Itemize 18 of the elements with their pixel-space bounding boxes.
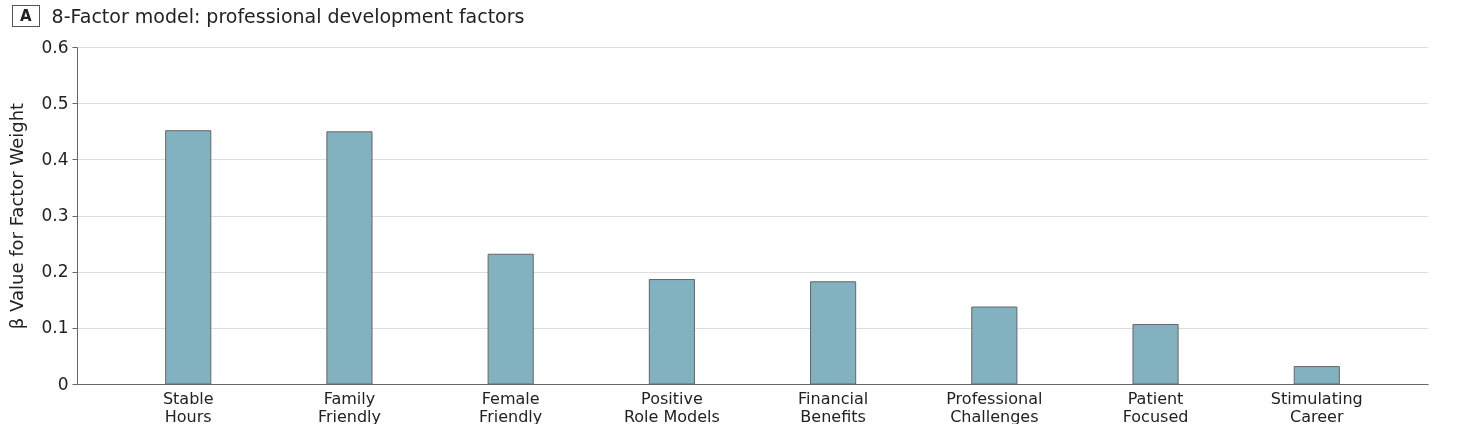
y-axis-title: β Value for Factor Weight (6, 102, 28, 330)
x-tick-label: Family Friendly (317, 388, 382, 426)
x-tick-label: Stimulating Career (1270, 388, 1363, 426)
y-tick-label: 0.1 (41, 317, 69, 338)
y-tick-label: 0.3 (41, 205, 69, 225)
x-tick-label: Positive Role Models (623, 388, 720, 426)
y-tick-label: 0 (57, 373, 69, 394)
y-tick-label: 0.6 (41, 36, 69, 57)
y-tick-label: 0.2 (41, 261, 69, 282)
x-tick-label: Stable Hours (162, 388, 214, 426)
y-tick-label: 0.5 (41, 92, 69, 113)
x-tick-label: Patient Focused (1122, 388, 1189, 426)
chart-title: 8-Factor model: professional development factors (51, 5, 525, 27)
x-tick-label: Female Friendly (479, 388, 543, 426)
y-tick-label: 0.4 (41, 148, 69, 169)
x-tick-label: Financial Benefits (798, 388, 869, 426)
text: A (12, 5, 40, 27)
x-tick-label: Professional Challenges (946, 388, 1043, 426)
